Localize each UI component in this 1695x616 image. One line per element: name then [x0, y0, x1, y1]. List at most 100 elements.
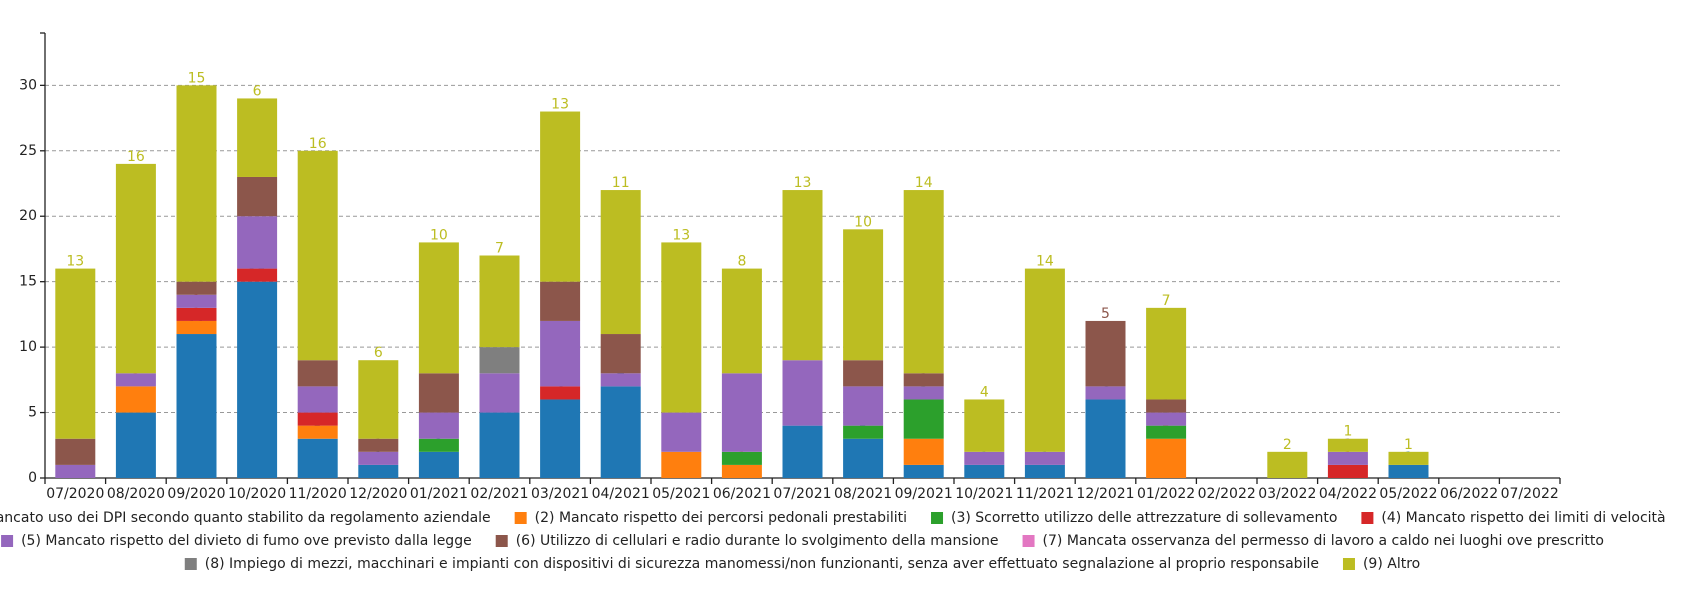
y-tick-label: 15 [19, 274, 37, 290]
bar-segment [782, 360, 823, 426]
bar-segment [176, 281, 217, 295]
legend-label: (4) Mancato rispetto dei limiti di veloc… [1381, 510, 1665, 526]
bar-segment [1146, 412, 1187, 426]
x-tick-label: 09/2020 [167, 486, 225, 502]
value-label: 11 [612, 175, 630, 191]
y-tick-label: 20 [19, 208, 37, 224]
x-tick-label: 02/2021 [470, 486, 528, 502]
bar-segment [661, 412, 702, 452]
bar-segment [600, 386, 641, 478]
bar-segment [540, 111, 581, 282]
x-tick-label: 11/2020 [289, 486, 347, 502]
bar-segment [540, 399, 581, 478]
legend-swatch [1022, 535, 1035, 547]
value-label: 16 [309, 136, 327, 152]
bar-segment [1327, 438, 1368, 452]
x-tick-label: 07/2020 [46, 486, 104, 502]
bar-segment [721, 451, 762, 465]
value-label: 1 [1404, 437, 1413, 453]
value-label: 13 [66, 254, 84, 270]
bar-segment [1024, 451, 1065, 465]
legend-label: (9) Altro [1363, 556, 1420, 572]
x-tick-label: 08/2021 [834, 486, 892, 502]
x-tick-label: 03/2021 [531, 486, 589, 502]
bar-segment [903, 464, 944, 478]
bar-segment [237, 98, 278, 177]
legend-label: (6) Utilizzo di cellulari e radio durant… [516, 533, 999, 549]
value-label: 13 [794, 175, 812, 191]
legend-swatch [514, 512, 527, 524]
bar-segment [964, 464, 1005, 478]
x-tick-label: 05/2022 [1379, 486, 1437, 502]
legend-swatch [495, 535, 508, 547]
bar-segment [843, 438, 884, 478]
bar-segment [55, 438, 96, 465]
bar-segment [964, 399, 1005, 452]
bar-segment [721, 268, 762, 374]
bar-segment [418, 412, 459, 439]
value-label: 13 [672, 227, 690, 243]
value-label: 2 [1283, 437, 1292, 453]
legend-label: (7) Mancata osservanza del permesso di l… [1043, 533, 1604, 549]
bar-segment [115, 412, 156, 478]
x-tick-label: 10/2021 [955, 486, 1013, 502]
x-tick-label: 09/2021 [895, 486, 953, 502]
bar-segment [903, 438, 944, 465]
x-tick-label: 01/2021 [410, 486, 468, 502]
bar-segment [176, 294, 217, 308]
x-tick-label: 03/2022 [1258, 486, 1316, 502]
x-tick-label: 08/2020 [107, 486, 165, 502]
bar-segment [297, 425, 338, 439]
bar-segment [358, 360, 399, 439]
bar-segment [297, 412, 338, 426]
x-tick-label: 11/2021 [1016, 486, 1074, 502]
value-label: 6 [374, 345, 383, 361]
bar-segment [358, 464, 399, 478]
bar-segment [297, 386, 338, 413]
x-tick-label: 04/2021 [592, 486, 650, 502]
bar-segment [358, 451, 399, 465]
bar-segment [903, 373, 944, 387]
bar-segment [418, 242, 459, 374]
bar-segment [479, 347, 520, 374]
bar-segment [237, 216, 278, 269]
bar-segment [55, 464, 96, 478]
x-tick-label: 12/2021 [1076, 486, 1134, 502]
bar-segment [903, 386, 944, 400]
x-tick-label: 05/2021 [652, 486, 710, 502]
bar-segment [1146, 438, 1187, 478]
bar-segment [600, 373, 641, 387]
value-label: 10 [854, 214, 872, 230]
bar-segment [237, 176, 278, 217]
value-label: 1 [1343, 424, 1352, 440]
bar-segment [1388, 464, 1429, 478]
bar-segment [661, 451, 702, 478]
x-tick-label: 06/2022 [1440, 486, 1498, 502]
value-label: 16 [127, 149, 145, 165]
bar-segment [600, 190, 641, 335]
legend-swatch [184, 558, 197, 570]
value-label: 14 [1036, 254, 1054, 270]
bar-segment [1085, 320, 1126, 387]
bar-segment [903, 399, 944, 439]
bar-segment [1024, 464, 1065, 478]
y-tick-label: 30 [19, 77, 37, 93]
x-tick-label: 02/2022 [1198, 486, 1256, 502]
bar-segment [115, 373, 156, 387]
bar-segment [479, 412, 520, 478]
value-label: 6 [253, 83, 262, 99]
value-label: 10 [430, 227, 448, 243]
bar-segment [782, 190, 823, 361]
bar-segment [1146, 425, 1187, 439]
legend-swatch [1, 535, 14, 547]
bar-segment [843, 229, 884, 361]
bar-segment [237, 281, 278, 478]
bar-segment [176, 334, 217, 478]
bar-segment [661, 242, 702, 413]
x-tick-label: 07/2022 [1501, 486, 1559, 502]
y-tick-label: 10 [19, 339, 37, 355]
bar-segment [1146, 307, 1187, 400]
x-tick-label: 06/2021 [713, 486, 771, 502]
legend-label: (8) Impiego di mezzi, macchinari e impia… [205, 556, 1319, 572]
